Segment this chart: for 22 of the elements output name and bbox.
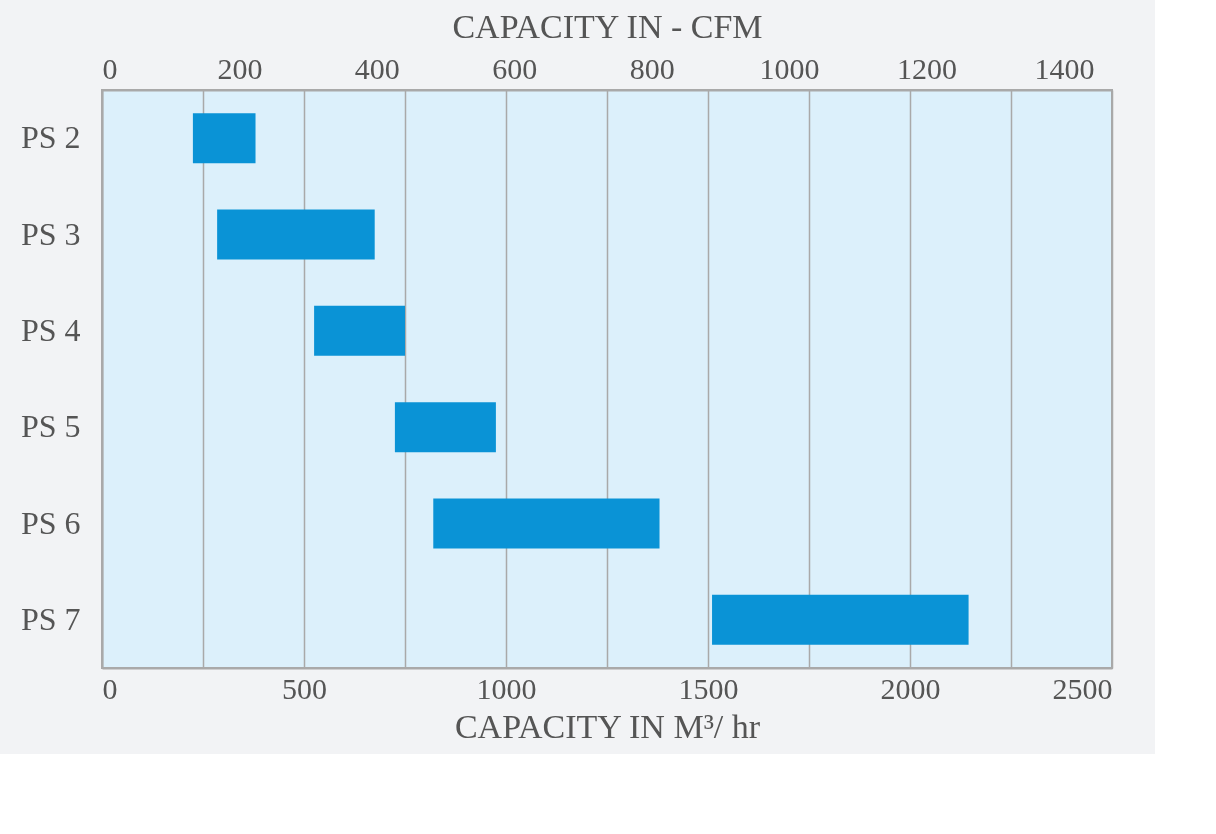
y-tick-label: PS 5 — [20, 408, 81, 445]
x2-tick-label: 400 — [354, 51, 400, 85]
x2-tick-label: 1000 — [759, 51, 820, 85]
x-tick-label: 1000 — [476, 671, 537, 705]
x-tick-label: 500 — [282, 671, 327, 705]
x2-tick-label: 1400 — [1034, 51, 1095, 85]
x-tick-label: 1500 — [678, 671, 739, 705]
y-tick-label: PS 7 — [20, 600, 81, 637]
x2-tick-label: 0 — [102, 51, 118, 85]
x2-axis-title: CAPACITY IN - CFM — [452, 7, 763, 45]
y-tick-label: PS 6 — [20, 504, 81, 541]
y-tick-label: PS 3 — [20, 215, 81, 252]
y-tick-label: PS 4 — [20, 311, 81, 348]
x2-tick-label: 600 — [492, 51, 538, 85]
x2-tick-label: 800 — [629, 51, 675, 85]
x-tick-label: 0 — [102, 671, 118, 705]
x-axis-title: CAPACITY IN M³/ hr — [454, 707, 761, 745]
x-tick-label: 2500 — [1052, 671, 1113, 705]
x-tick-label: 2000 — [880, 671, 941, 705]
y-tick-label: PS 2 — [20, 119, 81, 156]
x2-tick-label: 1200 — [896, 51, 957, 85]
x2-tick-label: 200 — [217, 51, 263, 85]
